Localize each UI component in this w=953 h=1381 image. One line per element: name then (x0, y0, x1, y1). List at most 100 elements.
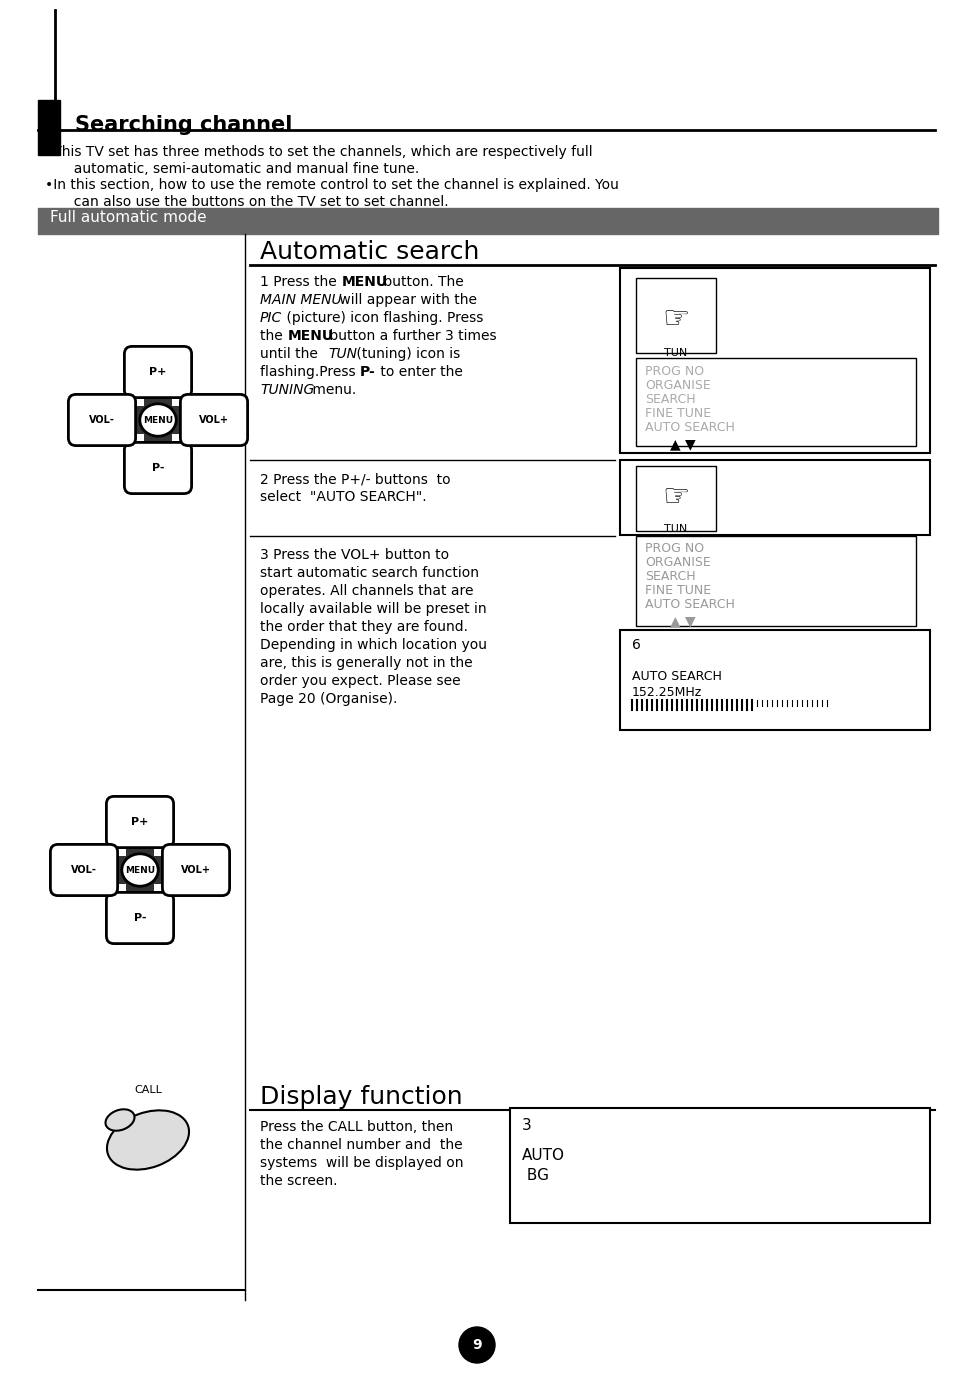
Text: TUN: TUN (663, 348, 687, 358)
Ellipse shape (140, 403, 176, 436)
Text: MENU: MENU (341, 275, 388, 289)
Text: ☞: ☞ (661, 305, 689, 334)
Text: FINE TUNE: FINE TUNE (644, 407, 710, 420)
Text: 1 Press the: 1 Press the (260, 275, 341, 289)
Text: P-: P- (133, 913, 146, 923)
Text: the order that they are found.: the order that they are found. (260, 620, 468, 634)
Text: Display function: Display function (260, 1085, 462, 1109)
Text: Full automatic mode: Full automatic mode (50, 210, 207, 225)
Text: TUNING: TUNING (260, 383, 314, 396)
Text: 3: 3 (521, 1119, 531, 1132)
Text: ORGANISE: ORGANISE (644, 378, 710, 392)
Text: VOL-: VOL- (71, 865, 97, 876)
Ellipse shape (106, 1109, 134, 1131)
Text: select  "AUTO SEARCH".: select "AUTO SEARCH". (260, 490, 426, 504)
Text: start automatic search function: start automatic search function (260, 566, 478, 580)
Text: MAIN MENU: MAIN MENU (260, 293, 341, 307)
Ellipse shape (122, 853, 158, 887)
FancyBboxPatch shape (180, 395, 248, 446)
Text: (picture) icon flashing. Press: (picture) icon flashing. Press (282, 311, 483, 325)
Text: SEARCH: SEARCH (644, 570, 695, 583)
Text: are, this is generally not in the: are, this is generally not in the (260, 656, 472, 670)
Text: MENU: MENU (143, 416, 172, 424)
Bar (128, 406, 213, 434)
Text: VOL+: VOL+ (199, 416, 229, 425)
Text: ▲ ▼: ▲ ▼ (669, 615, 695, 628)
Text: will appear with the: will appear with the (335, 293, 476, 307)
Text: button. The: button. The (378, 275, 463, 289)
Bar (619, 268, 929, 453)
Text: 1: 1 (106, 418, 115, 434)
Bar (636, 465, 716, 532)
Circle shape (458, 1327, 495, 1363)
Text: the: the (260, 329, 287, 342)
Text: SEARCH: SEARCH (644, 394, 695, 406)
Text: 6: 6 (631, 638, 640, 652)
Text: FINE TUNE: FINE TUNE (644, 584, 710, 597)
Text: P-: P- (152, 463, 164, 474)
Text: P+: P+ (132, 818, 149, 827)
Text: 3: 3 (212, 869, 223, 887)
Text: locally available will be preset in: locally available will be preset in (260, 602, 486, 616)
Text: MENU: MENU (125, 866, 155, 874)
Text: MENU: MENU (288, 329, 334, 342)
Bar (510, 1108, 929, 1224)
Text: VOL-: VOL- (89, 416, 114, 425)
Text: can also use the buttons on the TV set to set channel.: can also use the buttons on the TV set t… (65, 195, 448, 209)
Bar (110, 856, 195, 884)
Bar (636, 536, 915, 626)
Text: CALL: CALL (134, 1085, 162, 1095)
Ellipse shape (107, 1110, 189, 1170)
Text: 152.25MHz: 152.25MHz (631, 686, 701, 699)
Bar (636, 358, 915, 446)
FancyBboxPatch shape (124, 347, 192, 398)
Text: button a further 3 times: button a further 3 times (325, 329, 497, 342)
Text: AUTO SEARCH: AUTO SEARCH (644, 598, 734, 610)
Text: PROG NO: PROG NO (644, 365, 703, 378)
Text: Automatic search: Automatic search (260, 240, 478, 264)
Text: Depending in which location you: Depending in which location you (260, 638, 486, 652)
FancyBboxPatch shape (107, 797, 173, 848)
Text: menu.: menu. (308, 383, 355, 396)
Text: TUN: TUN (663, 523, 687, 534)
Text: AUTO: AUTO (521, 1148, 564, 1163)
Text: ☞: ☞ (661, 483, 689, 512)
Bar (619, 460, 929, 534)
FancyBboxPatch shape (51, 844, 117, 896)
Text: AUTO SEARCH: AUTO SEARCH (631, 670, 721, 684)
Text: automatic, semi-automatic and manual fine tune.: automatic, semi-automatic and manual fin… (65, 162, 418, 175)
Bar (126, 840, 153, 918)
Bar (619, 630, 929, 731)
Text: PROG NO: PROG NO (644, 541, 703, 555)
Bar (144, 389, 172, 468)
Text: •In this section, how to use the remote control to set the channel is explained.: •In this section, how to use the remote … (45, 178, 618, 192)
Text: flashing.Press: flashing.Press (260, 365, 359, 378)
FancyBboxPatch shape (162, 844, 230, 896)
Bar (636, 278, 716, 354)
Text: P-: P- (359, 365, 375, 378)
Text: 2: 2 (138, 352, 148, 367)
Text: 3 Press the VOL+ button to: 3 Press the VOL+ button to (260, 548, 449, 562)
Text: the screen.: the screen. (260, 1174, 337, 1188)
Text: systems  will be displayed on: systems will be displayed on (260, 1156, 463, 1170)
Text: ORGANISE: ORGANISE (644, 557, 710, 569)
Text: to enter the: to enter the (375, 365, 462, 378)
Text: order you expect. Please see: order you expect. Please see (260, 674, 460, 688)
Bar (38, 209, 937, 233)
Text: TUN: TUN (328, 347, 356, 360)
Text: until the: until the (260, 347, 322, 360)
Text: VOL+: VOL+ (181, 865, 211, 876)
Text: the channel number and  the: the channel number and the (260, 1138, 462, 1152)
Text: 2 Press the P+/- buttons  to: 2 Press the P+/- buttons to (260, 472, 450, 486)
Text: P+: P+ (150, 367, 167, 377)
FancyBboxPatch shape (124, 442, 192, 493)
Text: BG: BG (521, 1168, 548, 1184)
FancyBboxPatch shape (107, 892, 173, 943)
Text: ▲ ▼: ▲ ▼ (669, 436, 695, 452)
Text: Page 20 (Organise).: Page 20 (Organise). (260, 692, 397, 706)
FancyBboxPatch shape (69, 395, 135, 446)
Text: AUTO SEARCH: AUTO SEARCH (644, 421, 734, 434)
Text: Searching channel: Searching channel (75, 115, 292, 135)
Text: PIC: PIC (260, 311, 282, 325)
Text: operates. All channels that are: operates. All channels that are (260, 584, 473, 598)
